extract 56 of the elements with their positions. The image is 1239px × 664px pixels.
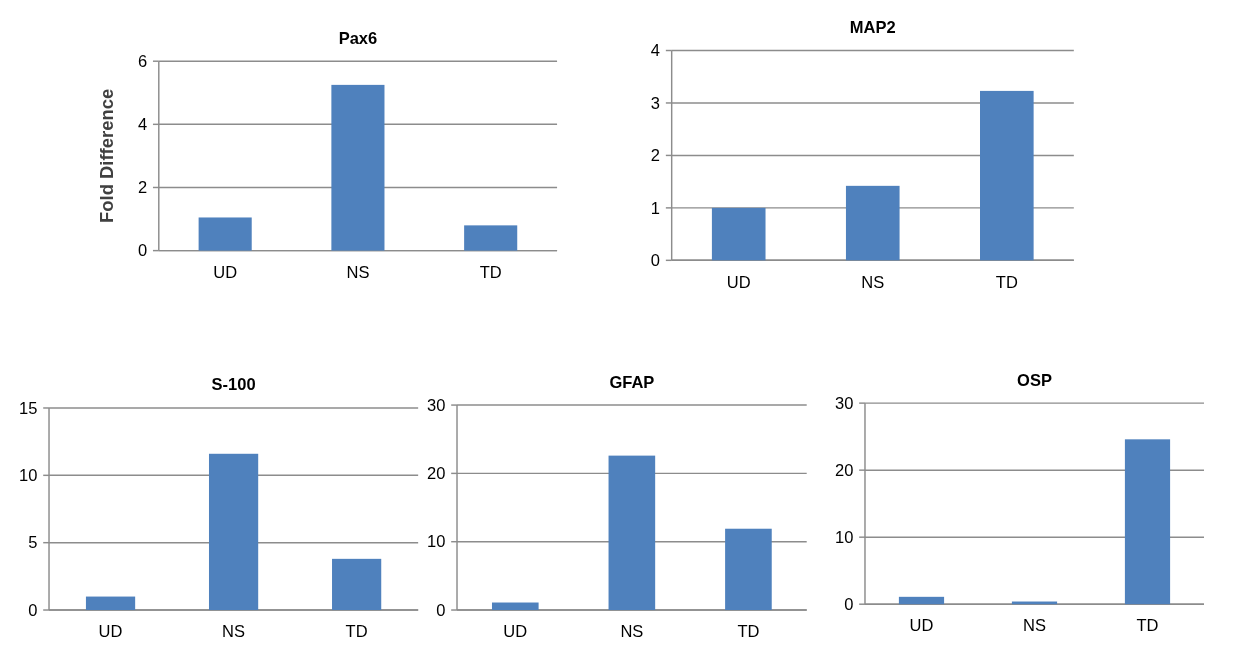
y-tick-label: 0 (28, 600, 38, 619)
y-tick-label: 30 (426, 395, 446, 414)
x-tick-label: NS (346, 262, 370, 281)
x-tick-label: UD (213, 262, 238, 281)
y-axis-title: Fold Difference (96, 88, 118, 224)
y-tick-label: 0 (650, 251, 661, 270)
y-tick-label: 6 (137, 51, 148, 70)
y-tick-label: 0 (137, 241, 148, 260)
chart-title: GFAP (609, 372, 655, 391)
chart-title: S-100 (211, 375, 256, 394)
y-tick-label: 10 (834, 527, 854, 546)
y-tick-label: 4 (650, 41, 661, 60)
bar (464, 225, 518, 251)
x-tick-label: UD (726, 272, 751, 291)
bar (608, 455, 656, 611)
x-tick-label: TD (995, 272, 1018, 291)
x-tick-label: UD (909, 616, 934, 635)
x-tick-label: NS (1023, 616, 1046, 635)
y-tick-label: 2 (137, 178, 148, 197)
bar (711, 207, 766, 261)
y-tick-label: 3 (650, 93, 661, 112)
y-tick-label: 10 (426, 532, 446, 551)
bar (845, 185, 900, 261)
x-tick-label: NS (222, 622, 246, 641)
chart-title: OSP (1017, 370, 1052, 389)
bar (198, 217, 252, 251)
bar (331, 84, 385, 251)
bar (980, 90, 1034, 261)
x-tick-label: TD (479, 262, 502, 281)
x-tick-label: TD (737, 622, 760, 641)
y-tick-label: 30 (834, 393, 854, 412)
y-tick-label: 20 (834, 460, 854, 479)
y-tick-label: 0 (844, 594, 854, 613)
y-tick-label: 1 (650, 198, 661, 217)
x-tick-label: TD (345, 622, 368, 641)
x-tick-label: TD (1136, 616, 1159, 635)
bar (491, 602, 539, 611)
chart-title: MAP2 (849, 18, 896, 37)
bar (898, 596, 945, 605)
y-tick-label: 5 (28, 533, 38, 552)
y-tick-label: 0 (436, 600, 446, 619)
x-tick-label: UD (98, 622, 123, 641)
bar (725, 528, 772, 611)
y-tick-label: 2 (650, 146, 661, 165)
y-tick-label: 4 (137, 115, 148, 134)
x-tick-label: NS (620, 622, 644, 641)
x-tick-label: NS (861, 272, 885, 291)
bar (208, 453, 259, 611)
bar (85, 596, 136, 611)
y-tick-label: 20 (426, 464, 446, 483)
bar (1124, 439, 1171, 605)
chart-title: Pax6 (338, 28, 378, 47)
bar (332, 558, 382, 611)
x-tick-label: UD (503, 622, 528, 641)
y-tick-label: 15 (19, 398, 38, 417)
y-tick-label: 10 (19, 466, 38, 485)
